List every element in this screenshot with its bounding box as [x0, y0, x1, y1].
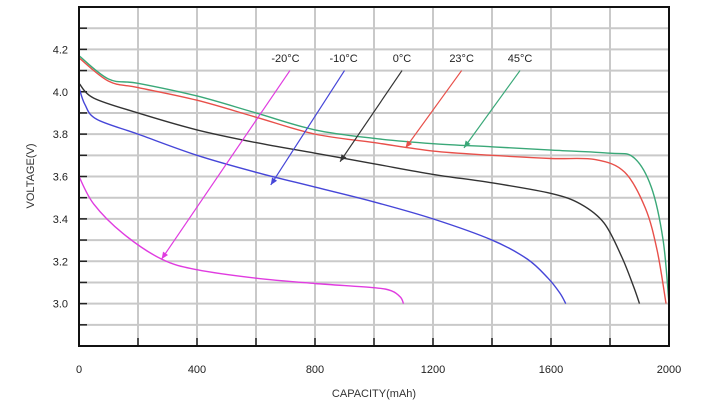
y-tick-label: 4.2 — [53, 44, 68, 56]
annotations: -20°C -10°C 0°C 23°C 45°C — [161, 53, 533, 260]
annotation-arrowhead — [340, 154, 347, 162]
x-tick-label: 1600 — [539, 364, 563, 376]
y-tick-label: 3.6 — [53, 172, 68, 184]
x-tick-label: 1200 — [421, 364, 445, 376]
series-line--20C — [78, 176, 405, 304]
annotation-arrow — [463, 70, 521, 149]
annotation-label: -10°C — [329, 53, 357, 65]
x-tick-label: 400 — [188, 364, 206, 376]
series-line-23C — [78, 57, 667, 304]
annotation-arrow — [405, 70, 463, 149]
series-line--10C — [78, 87, 567, 304]
annotation-arrow — [161, 70, 291, 260]
y-tick-label: 3.4 — [53, 214, 68, 226]
y-tick-label: 3.2 — [53, 256, 68, 268]
grid — [79, 7, 669, 346]
y-tick-label: 3.8 — [53, 129, 68, 141]
x-axis-label: CAPACITY(mAh) — [332, 388, 416, 400]
series-line-0C — [78, 82, 641, 304]
plot-frame — [78, 6, 670, 347]
tick-labels: 0 400 800 1200 1600 2000 3.0 3.2 3.4 3.6 3.8 4.0 4.2 — [53, 44, 682, 376]
annotation-arrowhead — [270, 177, 278, 185]
y-tick-label: 4.0 — [53, 87, 68, 99]
annotation-label: 45°C — [508, 53, 533, 65]
x-tick-label: 2000 — [657, 364, 681, 376]
annotation-arrowhead — [463, 140, 471, 148]
annotation-arrowhead — [405, 140, 413, 148]
annotation-arrow — [339, 70, 403, 163]
series-lines — [78, 55, 670, 304]
x-tick-label: 0 — [76, 364, 82, 376]
annotation-label: 0°C — [393, 53, 412, 65]
annotation-arrow — [270, 70, 346, 186]
annotation-label: -20°C — [271, 53, 299, 65]
annotation-label: 23°C — [449, 53, 474, 65]
y-tick-label: 3.0 — [53, 299, 68, 311]
series-line-45C — [78, 55, 670, 304]
annotation-arrowhead — [161, 251, 169, 260]
y-axis-label: VOLTAGE(V) — [25, 144, 37, 209]
x-tick-label: 800 — [306, 364, 324, 376]
